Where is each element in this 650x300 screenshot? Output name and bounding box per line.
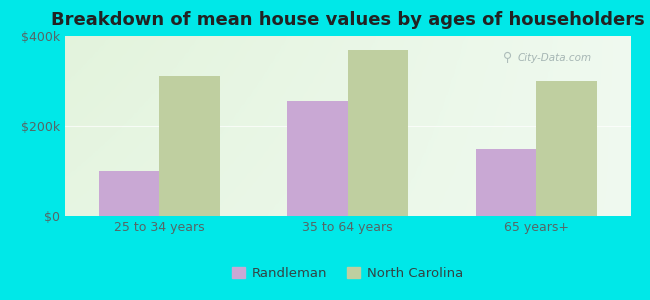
Bar bbox=[476, 148, 536, 216]
Bar bbox=[99, 171, 159, 216]
Text: City-Data.com: City-Data.com bbox=[517, 52, 592, 63]
Bar bbox=[348, 50, 408, 216]
Legend: Randleman, North Carolina: Randleman, North Carolina bbox=[227, 261, 469, 285]
Bar bbox=[159, 76, 220, 216]
Title: Breakdown of mean house values by ages of householders: Breakdown of mean house values by ages o… bbox=[51, 11, 645, 29]
Text: ⚲: ⚲ bbox=[503, 51, 512, 64]
Bar bbox=[536, 81, 597, 216]
Bar bbox=[287, 101, 348, 216]
